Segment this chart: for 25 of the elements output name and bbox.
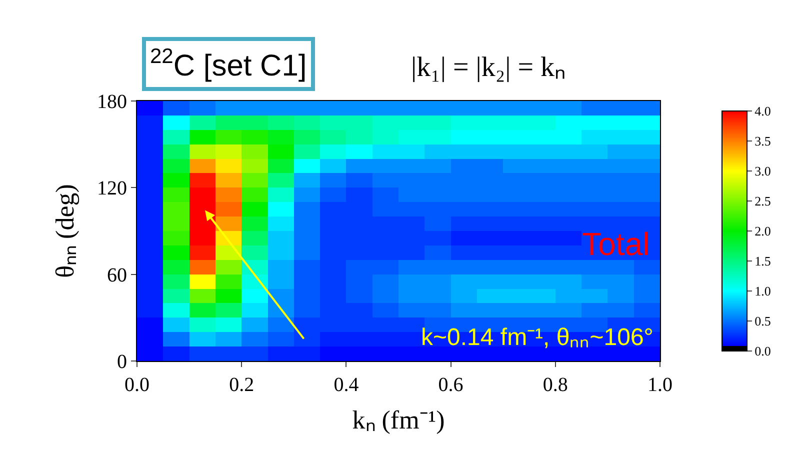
- color-bar-label: 0.0: [754, 344, 771, 359]
- color-bar-label: 4.0: [754, 104, 771, 119]
- color-bar-label: 3.0: [754, 164, 771, 179]
- x-tick-label: 0.2: [229, 374, 254, 396]
- y-axis-title: θₙₙ (deg): [50, 184, 80, 278]
- x-tick-label: 0.0: [124, 374, 150, 396]
- x-tick-label: 1.0: [648, 374, 672, 396]
- x-tick-label: 0.8: [542, 374, 568, 396]
- annotation: Total: [582, 226, 650, 262]
- color-bar-label: 3.5: [754, 134, 771, 149]
- y-tick-label: 180: [97, 91, 127, 113]
- chart-title: $^{22}$C [set C1]: [150, 45, 307, 83]
- color-bar-label: 0.5: [754, 314, 771, 329]
- x-axis-title: kₙ (fm⁻¹): [352, 406, 445, 435]
- y-tick-label: 60: [107, 264, 127, 286]
- color-bar-label: 2.0: [754, 224, 771, 239]
- color-bar-label: 1.5: [754, 254, 771, 269]
- y-tick-label: 120: [97, 178, 127, 200]
- chart-subtitle: |k₁| = |k₂| = kₙ: [411, 52, 566, 83]
- x-tick-label: 0.6: [438, 374, 464, 396]
- x-tick-label: 0.4: [334, 374, 359, 396]
- y-tick-label: 0: [117, 351, 127, 373]
- annotation: k~0.14 fm⁻¹, θₙₙ~106°: [421, 324, 654, 351]
- color-bar-label: 2.5: [754, 194, 771, 209]
- color-bar-label: 1.0: [754, 284, 771, 299]
